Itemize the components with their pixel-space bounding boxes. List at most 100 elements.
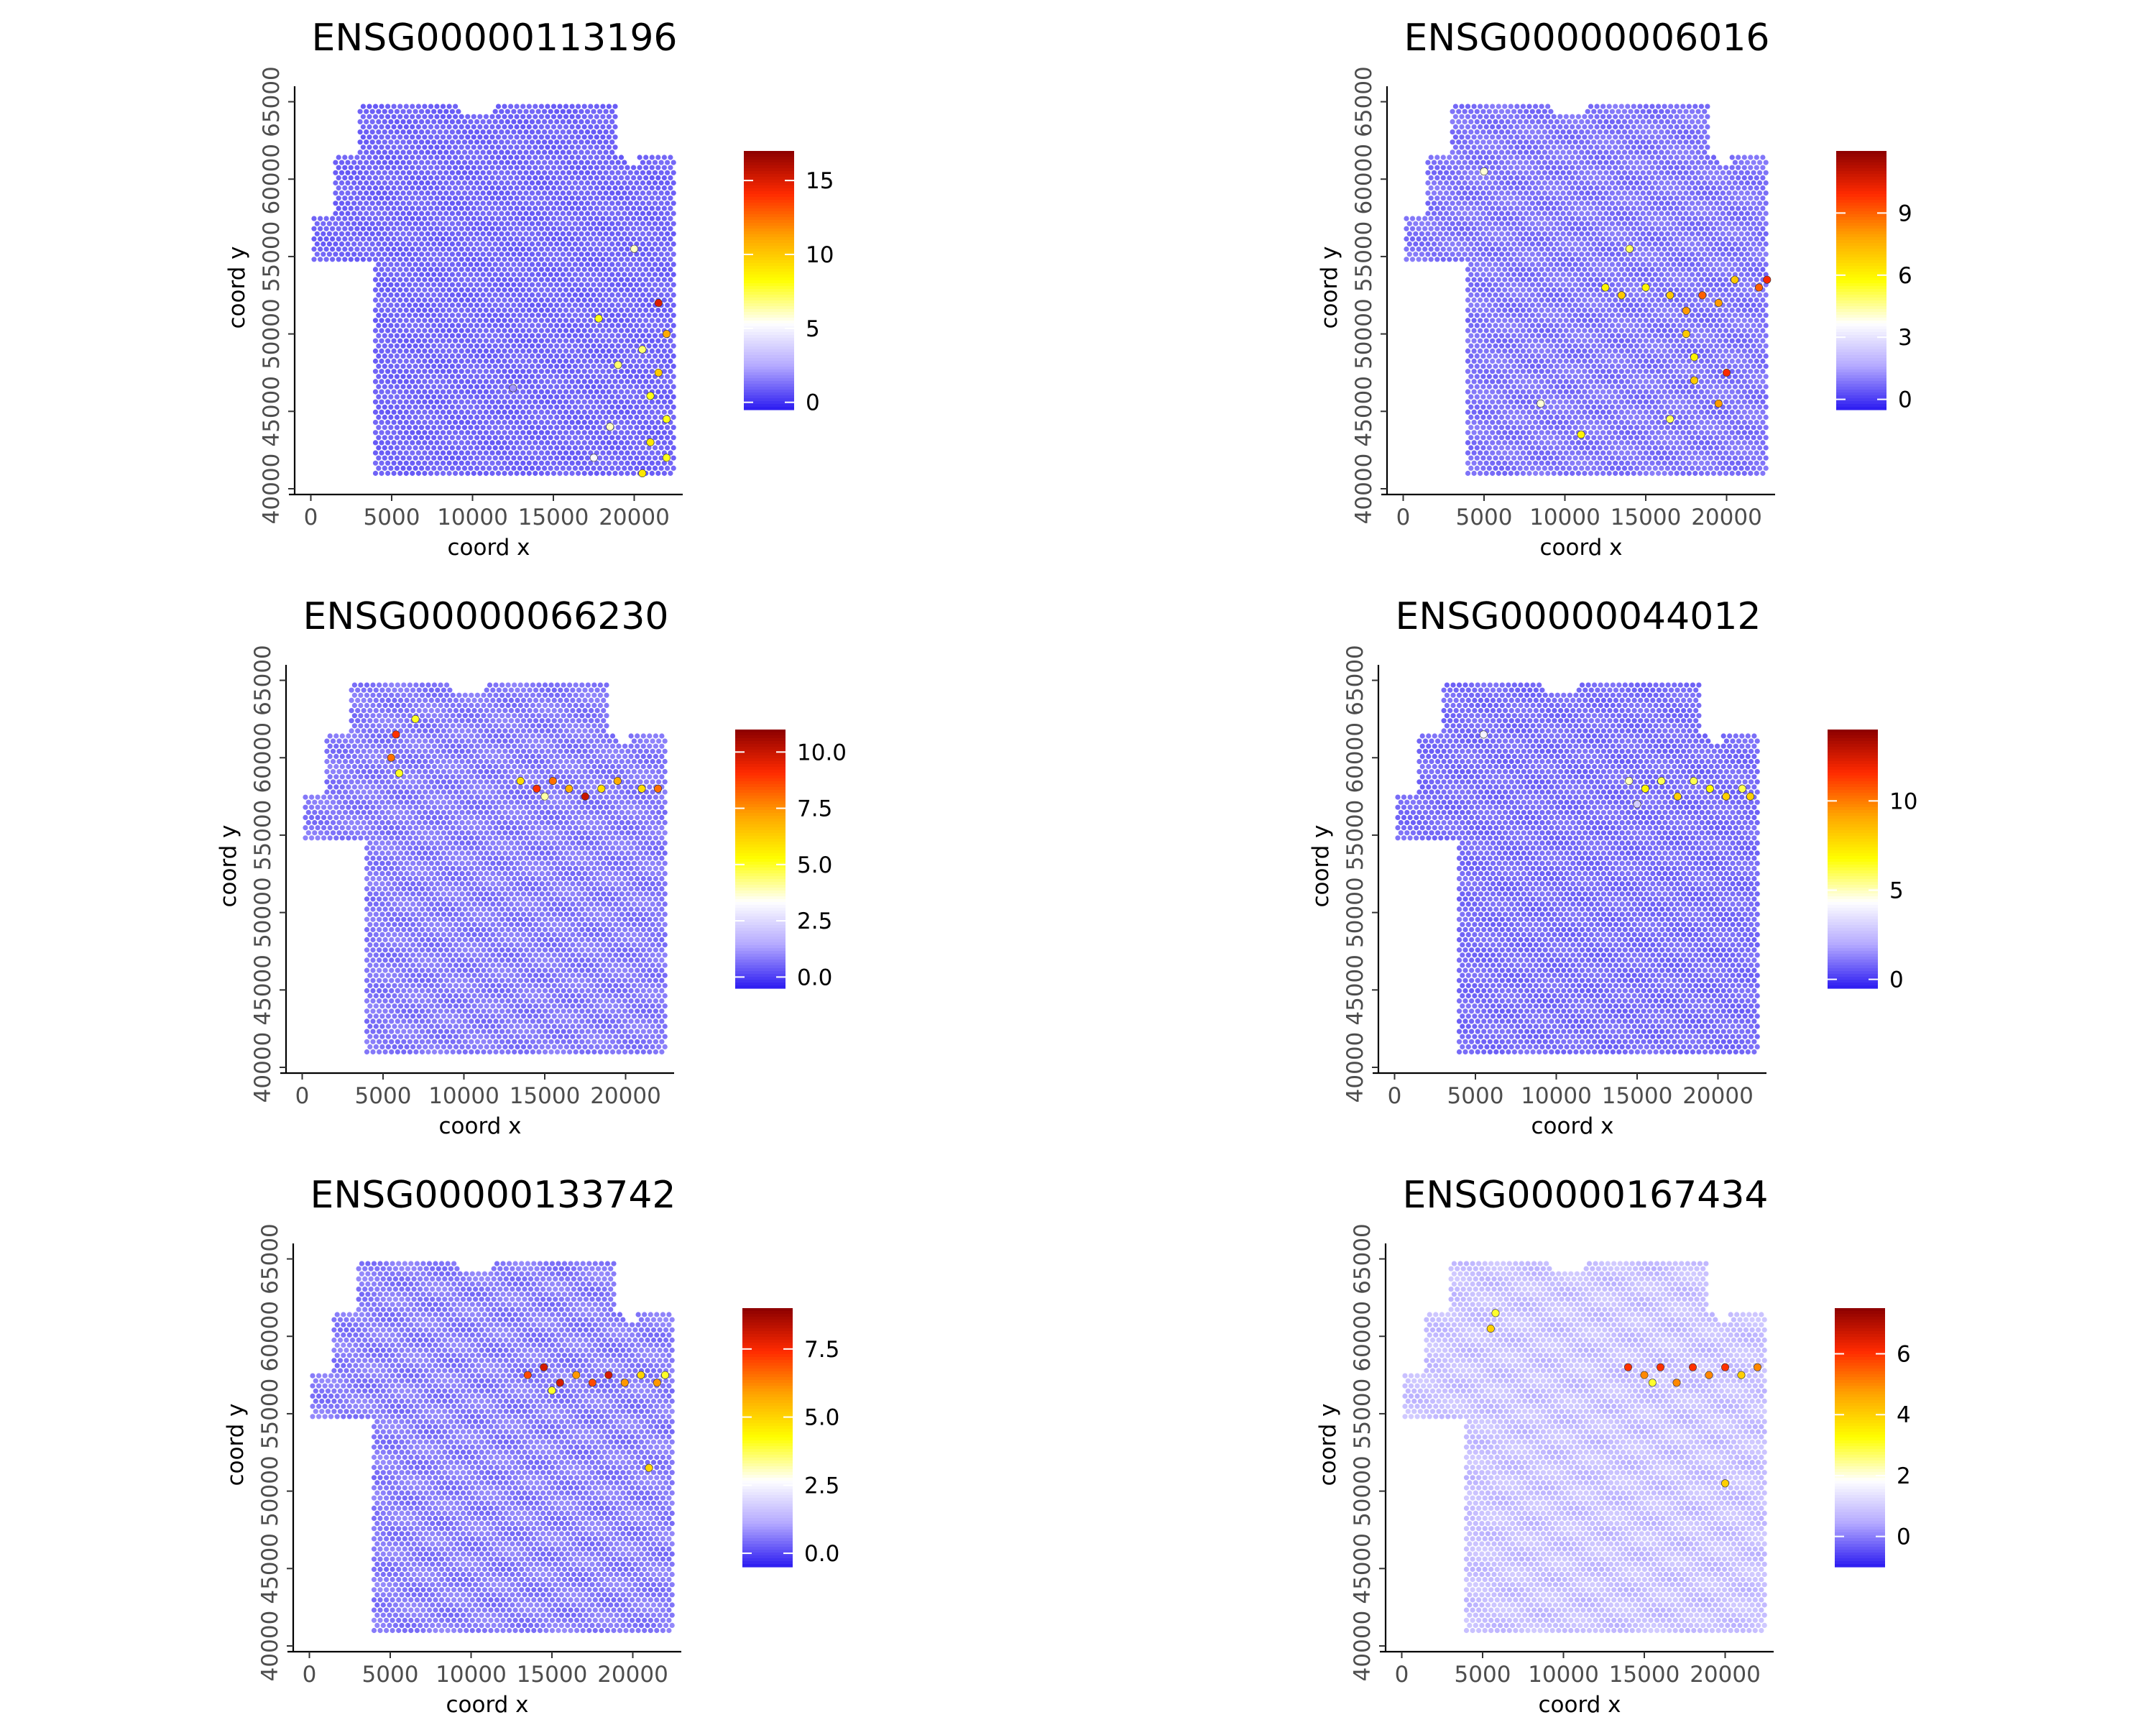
spot [502, 461, 507, 466]
spot [1764, 354, 1769, 359]
spot [1524, 425, 1529, 430]
spot [523, 170, 528, 175]
spot [397, 298, 402, 303]
spot [400, 415, 405, 420]
spot [1760, 390, 1765, 395]
spot [619, 216, 624, 221]
spot [1557, 461, 1562, 466]
spot [373, 104, 378, 109]
spot [554, 262, 559, 267]
spot [456, 395, 461, 400]
spot [1637, 451, 1642, 456]
spot [351, 201, 356, 206]
spot [616, 415, 621, 420]
spot [373, 216, 378, 221]
spot [459, 440, 464, 445]
spot [385, 257, 390, 262]
spot [1613, 440, 1618, 445]
spot [631, 410, 636, 415]
spot [419, 466, 424, 471]
spot [1598, 425, 1603, 430]
spot [551, 369, 556, 374]
spot [668, 277, 673, 282]
spot [1619, 451, 1624, 456]
spot [539, 339, 544, 344]
spot [533, 124, 538, 129]
spot [530, 415, 535, 420]
spot [612, 369, 617, 374]
spot [336, 155, 341, 160]
spot [484, 451, 489, 456]
spot [379, 400, 384, 405]
spot [1598, 364, 1603, 369]
spot [554, 456, 559, 461]
spot [395, 231, 400, 236]
spot [419, 425, 424, 430]
spot [361, 104, 366, 109]
spot [1502, 430, 1507, 435]
spot [434, 451, 439, 456]
spot [441, 430, 446, 435]
spot [600, 124, 605, 129]
spot [453, 257, 458, 262]
spot [1508, 400, 1514, 405]
spot [536, 262, 541, 267]
spot [441, 359, 446, 364]
spot [456, 415, 461, 420]
spot [462, 252, 467, 257]
spot [1723, 420, 1728, 425]
spot [499, 466, 504, 471]
spot [634, 201, 639, 206]
spot [1668, 451, 1673, 456]
spot [462, 456, 467, 461]
spot [508, 451, 513, 456]
spot [563, 420, 568, 425]
spot [1539, 451, 1544, 456]
spot [665, 323, 670, 328]
spot [616, 445, 621, 450]
spot [631, 318, 636, 323]
spot [468, 445, 473, 450]
spot [376, 466, 381, 471]
spot [554, 425, 559, 430]
spot [395, 272, 400, 277]
spot [628, 425, 633, 430]
spot [1736, 410, 1741, 415]
colorbar-segment [744, 217, 794, 221]
spot [1472, 400, 1477, 405]
spot [527, 247, 532, 252]
spot [416, 420, 421, 425]
spot [1619, 440, 1624, 445]
spot [493, 221, 498, 226]
spot [527, 216, 532, 221]
spot [1656, 369, 1661, 374]
spot [1536, 384, 1541, 389]
spot [646, 354, 651, 359]
spot [407, 272, 412, 277]
spot [407, 282, 412, 288]
spot [1542, 364, 1547, 369]
spot [631, 308, 636, 313]
spot [471, 288, 476, 293]
spot [410, 206, 415, 211]
spot [557, 359, 562, 364]
spot [428, 420, 433, 425]
spot [422, 267, 427, 272]
spot [400, 405, 405, 410]
spot [376, 354, 381, 359]
spot [1656, 451, 1661, 456]
spot [428, 114, 433, 119]
spot [548, 170, 553, 175]
spot [443, 405, 448, 410]
spot [487, 150, 492, 155]
spot [481, 384, 486, 389]
spot [542, 354, 547, 359]
spot [585, 211, 590, 216]
spot [634, 211, 639, 216]
spot [545, 114, 550, 119]
spot [1677, 415, 1682, 420]
spot [628, 180, 633, 185]
spot [465, 175, 470, 180]
spot [1702, 415, 1707, 420]
spot [1518, 354, 1523, 359]
